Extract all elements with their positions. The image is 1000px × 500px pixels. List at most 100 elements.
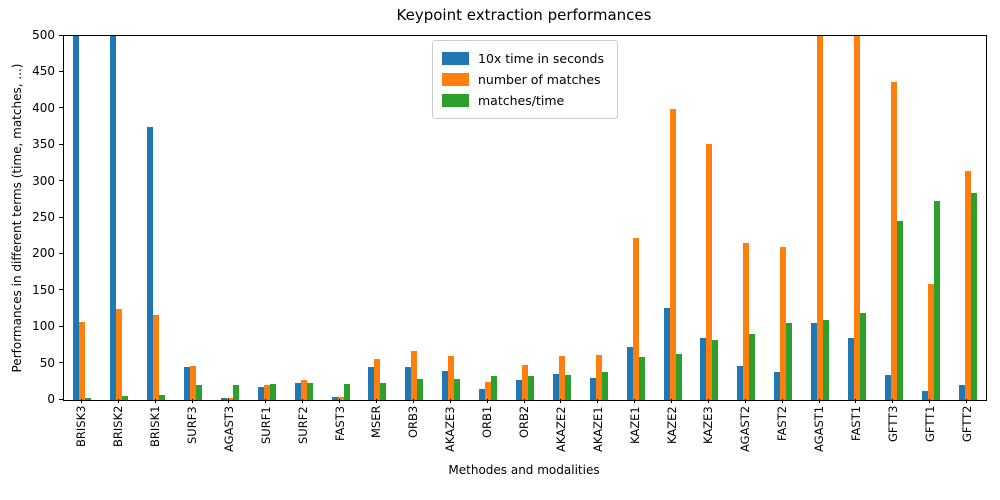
bar-AGAST1-number-of-matches	[817, 36, 824, 400]
legend-item: matches/time	[442, 90, 607, 111]
bar-ORB1-10x-time-in-seconds	[479, 389, 486, 400]
bar-GFTT1-number-of-matches	[927, 283, 934, 400]
bar-SURF1-10x-time-in-seconds	[257, 386, 264, 400]
bar-BRISK2-10x-time-in-seconds	[110, 36, 117, 400]
legend-label: number of matches	[478, 72, 601, 87]
x-tick-mark	[892, 399, 894, 403]
bar-ORB2-number-of-matches	[522, 365, 528, 400]
bar-KAZE3-10x-time-in-seconds	[700, 338, 707, 400]
y-tick-mark	[59, 143, 63, 145]
x-tick-mark	[339, 399, 341, 403]
y-tick-mark	[59, 325, 63, 327]
bar-KAZE1-matches-time	[638, 357, 645, 400]
bar-GFTT1-matches-time	[933, 200, 940, 400]
y-tick-mark	[59, 252, 63, 254]
chart-title: Keypoint extraction performances	[396, 6, 652, 24]
y-tick-mark	[59, 289, 63, 291]
bar-GFTT2-10x-time-in-seconds	[958, 385, 965, 400]
y-tick-mark	[59, 70, 63, 72]
y-tick-label: 200	[32, 246, 55, 261]
bar-ORB3-10x-time-in-seconds	[405, 366, 412, 400]
bar-BRISK2-matches-time	[122, 396, 129, 400]
x-tick-mark	[560, 399, 562, 403]
bar-AKAZE1-number-of-matches	[595, 354, 602, 400]
y-tick-mark	[59, 216, 63, 218]
bar-AGAST1-10x-time-in-seconds	[811, 322, 818, 400]
legend: 10x time in seconds number of matches matc…	[432, 40, 618, 119]
bar-AKAZE2-matches-time	[564, 374, 571, 400]
bar-MSER-number-of-matches	[374, 358, 381, 400]
y-tick-mark	[59, 34, 63, 36]
bar-AKAZE3-10x-time-in-seconds	[442, 370, 449, 400]
bar-SURF3-number-of-matches	[190, 365, 197, 400]
bar-FAST1-matches-time	[859, 313, 866, 400]
x-tick-mark	[375, 399, 377, 403]
y-tick-label: 400	[32, 100, 55, 115]
bar-SURF2-matches-time	[306, 383, 313, 400]
y-tick-mark	[59, 362, 63, 364]
y-tick-label: 500	[32, 28, 55, 42]
bar-SURF1-matches-time	[269, 383, 276, 400]
x-tick-mark	[634, 399, 636, 403]
x-tick-mark	[818, 399, 820, 403]
bar-FAST2-number-of-matches	[780, 247, 787, 400]
x-tick-mark	[117, 399, 119, 403]
bar-AGAST2-matches-time	[749, 334, 756, 400]
bar-MSER-10x-time-in-seconds	[368, 366, 375, 400]
y-tick-label: 450	[32, 64, 55, 79]
bar-BRISK1-10x-time-in-seconds	[147, 127, 154, 400]
bar-ORB3-number-of-matches	[411, 351, 418, 400]
x-tick-mark	[523, 399, 525, 403]
bar-AGAST1-matches-time	[823, 319, 830, 400]
x-tick-mark	[265, 399, 267, 403]
bar-GFTT1-10x-time-in-seconds	[921, 391, 928, 400]
bar-KAZE3-matches-time	[712, 339, 719, 400]
x-tick-mark	[597, 399, 599, 403]
bar-BRISK3-matches-time	[85, 397, 92, 400]
x-tick-mark	[486, 399, 488, 403]
bar-BRISK3-10x-time-in-seconds	[73, 36, 80, 400]
y-tick-mark	[59, 180, 63, 182]
bar-KAZE1-number-of-matches	[632, 237, 639, 400]
x-tick-mark	[449, 399, 451, 403]
x-tick-mark	[412, 399, 414, 403]
bar-AKAZE2-10x-time-in-seconds	[552, 373, 559, 400]
bar-ORB1-matches-time	[491, 375, 498, 400]
bar-AGAST3-10x-time-in-seconds	[220, 397, 227, 400]
y-tick-mark	[59, 107, 63, 109]
x-tick-mark	[707, 399, 709, 403]
x-tick-mark	[744, 399, 746, 403]
legend-swatch	[442, 94, 469, 107]
y-tick-label: 50	[39, 355, 55, 370]
x-tick-mark	[781, 399, 783, 403]
bar-FAST2-matches-time	[786, 322, 793, 400]
bar-AGAST2-10x-time-in-seconds	[737, 365, 744, 400]
bar-AGAST3-number-of-matches	[226, 397, 233, 400]
bar-BRISK3-number-of-matches	[79, 322, 86, 400]
legend-item: 10x time in seconds	[442, 48, 607, 69]
legend-swatch	[442, 73, 469, 86]
legend-label: 10x time in seconds	[478, 51, 604, 66]
bar-GFTT2-number-of-matches	[964, 170, 971, 400]
y-tick-label: 250	[32, 210, 55, 224]
bar-FAST3-10x-time-in-seconds	[331, 397, 338, 400]
x-tick-mark	[671, 399, 673, 403]
bar-AKAZE3-number-of-matches	[448, 356, 455, 400]
bar-FAST1-10x-time-in-seconds	[847, 338, 854, 400]
bar-BRISK2-number-of-matches	[116, 309, 123, 400]
bar-GFTT3-matches-time	[896, 220, 903, 400]
x-tick-mark	[302, 399, 304, 403]
bar-FAST1-number-of-matches	[853, 36, 860, 400]
bar-ORB1-number-of-matches	[485, 381, 492, 400]
bar-SURF3-10x-time-in-seconds	[184, 366, 191, 400]
bar-FAST2-10x-time-in-seconds	[774, 372, 781, 400]
bar-AKAZE3-matches-time	[454, 378, 461, 400]
x-tick-mark	[855, 399, 857, 403]
bar-BRISK1-matches-time	[159, 394, 166, 400]
bar-AGAST3-matches-time	[232, 385, 239, 400]
bar-GFTT3-10x-time-in-seconds	[884, 375, 891, 400]
bar-AGAST2-number-of-matches	[743, 242, 750, 400]
bar-ORB3-matches-time	[417, 378, 424, 400]
x-axis-label: Methodes and modalities	[448, 463, 600, 477]
